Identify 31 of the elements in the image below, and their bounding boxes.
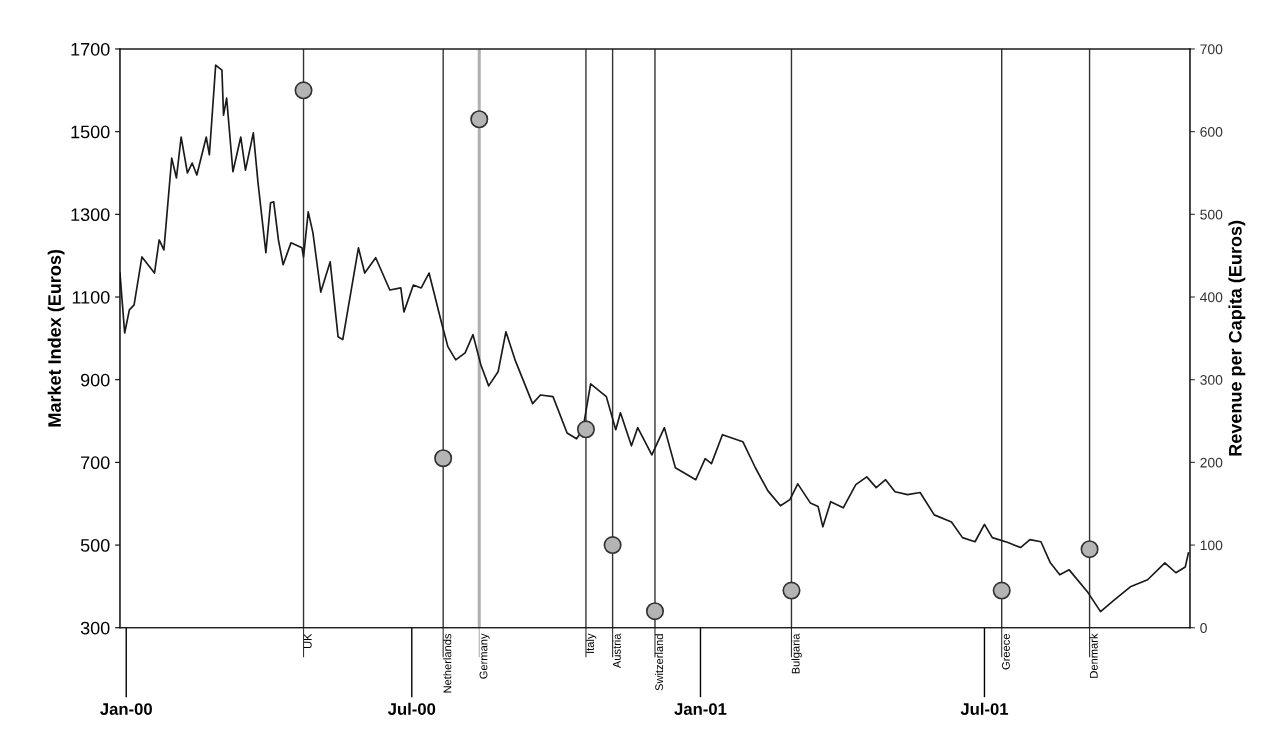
x-tick-label: Jul-01 (960, 702, 1009, 715)
y-tick-label: 1500 (71, 125, 110, 139)
ref-line-label: Denmark (1089, 633, 1098, 678)
y2-tick-label: 700 (1200, 44, 1223, 55)
y2-tick-label: 600 (1200, 126, 1223, 137)
y-tick-label: 1100 (72, 290, 110, 304)
y-axis-title: Market Index (Euros) (47, 249, 65, 427)
x-tick-label: Jul-00 (387, 702, 436, 715)
y2-tick-label: 100 (1200, 540, 1223, 551)
x-tick-label: Jan-00 (100, 703, 152, 715)
y2-tick-label: 0 (1200, 623, 1207, 633)
y2-tick-label: 300 (1200, 375, 1223, 385)
y-tick-label: 300 (80, 621, 110, 635)
ref-line-label: Bulgaria (791, 633, 802, 674)
y-tick-label: 500 (80, 538, 110, 552)
y2-axis-title: Revenue per Capita (Euros) (1228, 220, 1246, 456)
y2-tick-label: 500 (1200, 209, 1223, 220)
ref-line-label: Greece (1002, 634, 1010, 670)
y-tick-label: 900 (80, 373, 110, 387)
ref-line-label: Italy (585, 633, 597, 653)
y-tick-label: 1300 (71, 208, 110, 222)
ref-line-label: Austria (612, 633, 621, 669)
ref-line-label: Germany (479, 633, 490, 679)
ref-line-label: Netherlands (443, 633, 452, 693)
y-tick-label: 700 (81, 456, 110, 470)
x-tick-label: Jan-01 (674, 703, 727, 715)
ref-line-label: UK (303, 633, 312, 649)
y2-tick-label: 200 (1200, 457, 1223, 468)
y-tick-label: 1700 (71, 42, 110, 56)
y2-tick-label: 400 (1200, 292, 1223, 303)
ref-line-label: Switzerland (654, 634, 664, 691)
